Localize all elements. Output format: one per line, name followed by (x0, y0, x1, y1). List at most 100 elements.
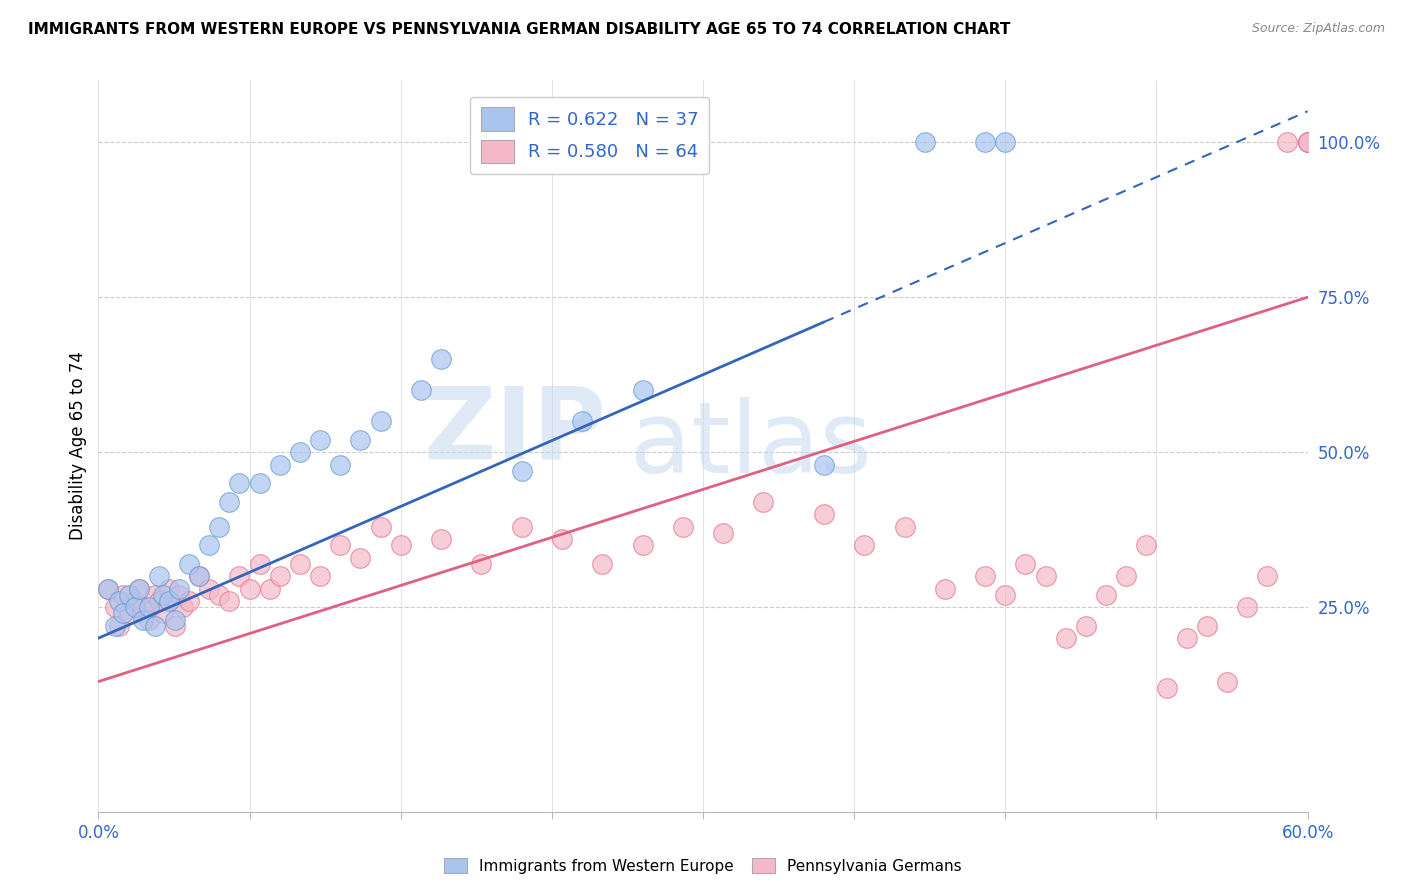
Point (107, 619, 129, 633)
Point (103, 619, 125, 633)
Point (813, 458, 835, 472)
Point (188, 569, 211, 583)
Point (349, 433, 371, 447)
Point (103, 600, 125, 615)
Point (1095, 588, 1118, 602)
Point (143, 588, 166, 602)
Point (152, 607, 174, 621)
Point (1074, 619, 1097, 633)
Point (914, 135, 936, 149)
Point (208, 519, 231, 533)
Point (591, 557, 613, 571)
Point (309, 433, 332, 447)
Point (124, 600, 146, 615)
Point (430, 352, 453, 367)
Point (163, 619, 186, 633)
Point (138, 613, 160, 627)
Legend: R = 0.622   N = 37, R = 0.580   N = 64: R = 0.622 N = 37, R = 0.580 N = 64 (470, 96, 710, 174)
Point (1216, 674, 1239, 689)
Point (132, 600, 155, 615)
Point (1277, 135, 1299, 149)
Point (157, 582, 180, 596)
Point (288, 445, 311, 459)
Text: IMMIGRANTS FROM WESTERN EUROPE VS PENNSYLVANIA GERMAN DISABILITY AGE 65 TO 74 CO: IMMIGRANTS FROM WESTERN EUROPE VS PENNSY… (28, 22, 1011, 37)
Point (118, 588, 141, 602)
Point (179, 557, 201, 571)
Point (329, 458, 352, 472)
Point (711, 525, 734, 540)
Point (1156, 681, 1178, 695)
Point (389, 538, 412, 552)
Point (188, 569, 211, 583)
Point (1195, 619, 1218, 633)
Point (208, 588, 231, 602)
Legend: Immigrants from Western Europe, Pennsylvania Germans: Immigrants from Western Europe, Pennsylv… (437, 852, 969, 880)
Point (551, 532, 574, 546)
Point (152, 588, 174, 602)
Point (1115, 569, 1137, 583)
Point (239, 582, 262, 596)
Point (107, 594, 129, 608)
Point (97, 582, 120, 596)
Point (128, 582, 150, 596)
Point (179, 594, 201, 608)
Point (97, 582, 120, 596)
Point (143, 619, 166, 633)
Point (172, 600, 194, 615)
Point (893, 519, 915, 533)
Point (1014, 557, 1036, 571)
Point (198, 582, 221, 596)
Point (249, 476, 271, 491)
Point (111, 588, 134, 602)
Point (228, 569, 250, 583)
Point (752, 495, 775, 509)
Point (148, 569, 170, 583)
Point (228, 476, 250, 491)
Point (128, 582, 150, 596)
Point (163, 613, 186, 627)
Point (510, 519, 533, 533)
Point (974, 569, 997, 583)
Text: ZIP: ZIP (423, 383, 606, 480)
Point (934, 582, 956, 596)
Point (1175, 631, 1198, 645)
Point (370, 519, 392, 533)
Point (631, 538, 654, 552)
Point (329, 538, 352, 552)
Point (994, 135, 1017, 149)
Point (409, 383, 432, 397)
Point (309, 569, 332, 583)
Point (1135, 538, 1157, 552)
Point (974, 135, 997, 149)
Point (249, 557, 271, 571)
Point (430, 532, 453, 546)
Point (138, 600, 160, 615)
Point (1296, 135, 1319, 149)
Point (288, 557, 311, 571)
Point (198, 538, 221, 552)
Point (1236, 600, 1258, 615)
Point (631, 383, 654, 397)
Point (167, 582, 190, 596)
Point (1296, 135, 1319, 149)
Point (218, 495, 240, 509)
Point (269, 569, 291, 583)
Point (132, 613, 155, 627)
Point (370, 414, 392, 428)
Point (571, 414, 593, 428)
Point (672, 519, 695, 533)
Point (813, 507, 835, 521)
Point (259, 582, 281, 596)
Point (994, 588, 1017, 602)
Point (148, 594, 170, 608)
Point (1256, 569, 1278, 583)
Point (1054, 631, 1077, 645)
Y-axis label: Disability Age 65 to 74: Disability Age 65 to 74 (69, 351, 87, 541)
Point (1035, 569, 1057, 583)
Point (157, 594, 180, 608)
Point (124, 594, 146, 608)
Point (349, 550, 371, 565)
Point (470, 557, 492, 571)
Text: Source: ZipAtlas.com: Source: ZipAtlas.com (1251, 22, 1385, 36)
Point (118, 607, 141, 621)
